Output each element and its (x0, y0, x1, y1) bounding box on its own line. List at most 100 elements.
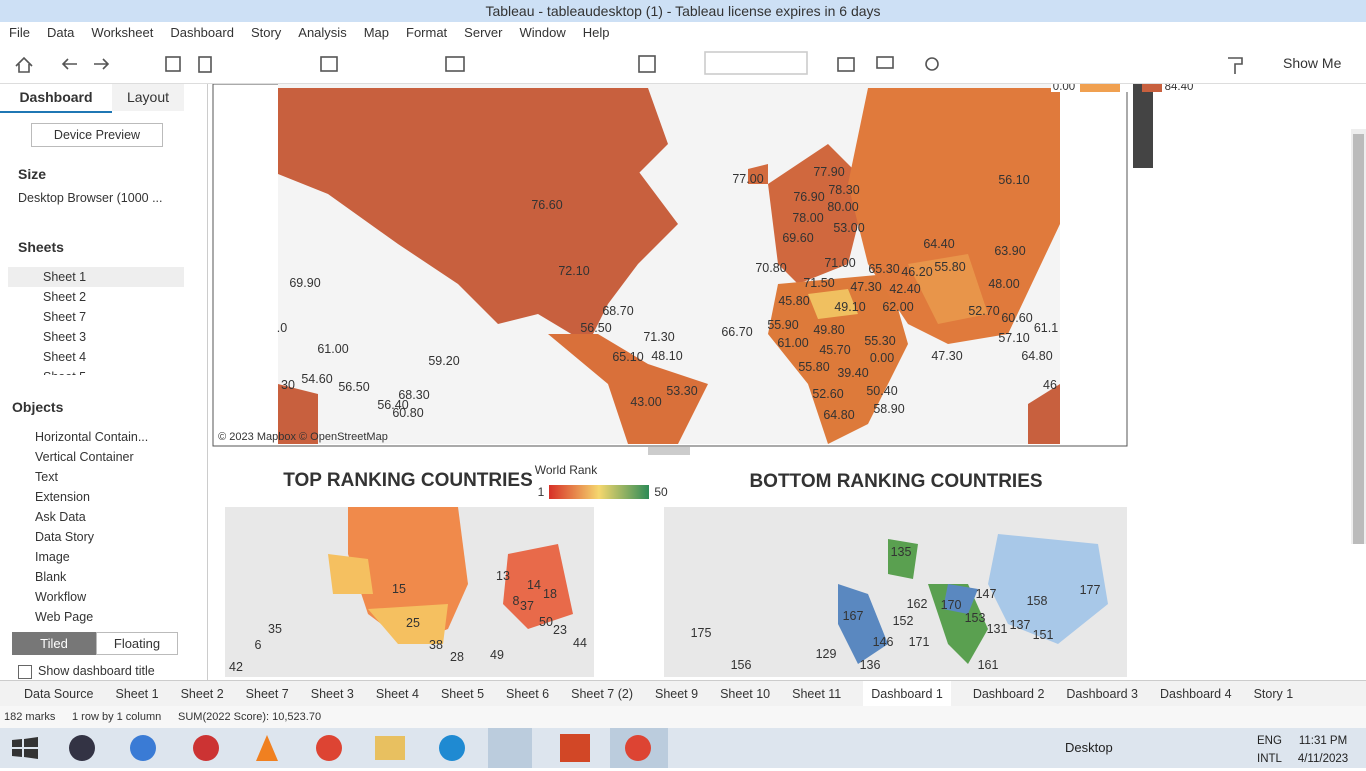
sheet-tab[interactable]: Data Source (24, 687, 94, 701)
map-label: 47.30 (850, 280, 881, 294)
map-label: 13 (496, 569, 510, 583)
map-label: 53.30 (666, 384, 697, 398)
toolbar: Show Me (0, 44, 1366, 84)
sheet-tab[interactable]: Sheet 9 (654, 687, 699, 701)
object-item[interactable]: Blank (35, 570, 67, 584)
toolbar-icons: Show Me (15, 51, 1342, 75)
menu-item[interactable]: Map (363, 25, 389, 40)
menu-item[interactable]: Format (406, 25, 448, 40)
object-item[interactable]: Ask Data (35, 510, 86, 524)
menu-item[interactable]: Dashboard (170, 25, 234, 40)
map-label: 35 (268, 622, 282, 636)
status-bar: 182 marks 1 row by 1 column SUM(2022 Sco… (0, 706, 1366, 728)
sheet-tab[interactable]: Dashboard 3 (1066, 687, 1138, 701)
map-label: 152 (893, 614, 914, 628)
sheet-tab[interactable]: Sheet 6 (506, 687, 550, 701)
map-label: 6 (255, 638, 262, 652)
sheet-item[interactable]: Sheet 2 (43, 290, 87, 304)
map-label: 43.00 (630, 395, 661, 409)
sheet-tab[interactable]: Sheet 2 (180, 687, 224, 701)
sheet-item[interactable]: Sheet 1 (8, 267, 184, 287)
map-label: 137 (1010, 618, 1031, 632)
map-label: 65.10 (612, 350, 643, 364)
map-label: 42 (229, 660, 243, 674)
object-item[interactable]: Image (35, 550, 70, 564)
map-label: 45.80 (778, 294, 809, 308)
checkbox[interactable] (18, 665, 32, 679)
map-label: 15 (392, 582, 406, 596)
clock-time[interactable]: 11:31 PM (1299, 735, 1347, 747)
map-label: 56.50 (580, 321, 611, 335)
layout-tab[interactable]: Layout (112, 84, 184, 111)
sidebar: Dashboard Layout Device Preview Size Des… (0, 84, 208, 680)
map-label: 60.60 (1001, 311, 1032, 325)
show-me[interactable]: Show Me (1283, 55, 1342, 71)
sheet-tab[interactable]: Sheet 5 (440, 687, 485, 701)
map-label: 68.70 (602, 304, 633, 318)
map-label: 55.80 (934, 260, 965, 274)
sheet-tab[interactable]: Sheet 11 (792, 687, 842, 701)
floating-button[interactable]: Floating (96, 632, 178, 655)
map-label: 78.00 (792, 211, 823, 225)
map-label: .0 (277, 321, 287, 335)
sheet-tab[interactable]: Dashboard 1 (863, 681, 951, 706)
object-item[interactable]: Data Story (35, 530, 95, 544)
map-label: 69.90 (289, 276, 320, 290)
size-dropdown[interactable]: Desktop Browser (1000 ... (18, 191, 163, 205)
menu-item[interactable]: Story (250, 25, 282, 40)
language[interactable]: ENG (1257, 735, 1282, 747)
sheet-item[interactable]: Sheet 7 (43, 310, 87, 324)
map-label: 171 (909, 635, 930, 649)
map-label: 42.40 (889, 282, 920, 296)
map-label: 56.50 (338, 380, 369, 394)
sheet-item[interactable]: Sheet 4 (43, 350, 87, 364)
sheet-tab[interactable]: Sheet 3 (310, 687, 354, 701)
object-item[interactable]: Extension (35, 490, 90, 504)
object-item[interactable]: Web Page (35, 610, 94, 624)
object-item[interactable]: Horizontal Contain... (35, 430, 149, 444)
menu-item[interactable]: Window (519, 25, 566, 40)
device-preview-button[interactable]: Device Preview (31, 123, 163, 147)
dashboard-tab[interactable]: Dashboard (0, 84, 112, 113)
menu-item[interactable]: Analysis (298, 25, 347, 40)
map-label: 77.90 (813, 165, 844, 179)
map-label: 65.30 (868, 262, 899, 276)
clock-date[interactable]: 4/11/2023 (1298, 753, 1348, 765)
sheet-tab[interactable]: Sheet 7 (245, 687, 289, 701)
sheet-tab[interactable]: Dashboard 2 (972, 687, 1045, 701)
map-label: 49.80 (813, 323, 844, 337)
sheet-tab[interactable]: Sheet 7 (2) (571, 687, 633, 701)
map-label: 60.80 (392, 406, 423, 420)
map-label: 175 (691, 626, 712, 640)
desktop-label[interactable]: Desktop (1065, 740, 1113, 755)
map-label: 76.60 (531, 198, 562, 212)
menu-item[interactable]: Help (582, 25, 610, 40)
menu-item[interactable]: File (9, 25, 30, 40)
map-label: 80.00 (827, 200, 858, 214)
object-item[interactable]: Text (35, 470, 58, 484)
sheet-tab[interactable]: Sheet 10 (720, 687, 771, 701)
sheet-tab[interactable]: Dashboard 4 (1159, 687, 1232, 701)
sheet-tab[interactable]: Sheet 4 (375, 687, 419, 701)
keyboard-layout[interactable]: INTL (1257, 753, 1283, 765)
objects-label: Objects (12, 399, 64, 415)
object-item[interactable]: Workflow (35, 590, 87, 604)
tiled-button[interactable]: Tiled (12, 632, 96, 655)
object-item[interactable]: Vertical Container (35, 450, 134, 464)
map-attribution: © 2023 Mapbox © OpenStreetMap (218, 431, 388, 443)
sheet-item[interactable]: Sheet 5 (8, 367, 184, 375)
sheet-tab[interactable]: Story 1 (1253, 687, 1294, 701)
map-label: 47.30 (931, 349, 962, 363)
menu-item[interactable]: Worksheet (91, 25, 154, 40)
taskbar: Desktop ENG INTL 11:31 PM 4/11/2023 (0, 728, 1366, 768)
sheet-item[interactable]: Sheet 3 (43, 330, 87, 344)
menu-item[interactable]: Server (464, 25, 503, 40)
map-label: 56.40 (377, 398, 408, 412)
taskbar-icons: Desktop ENG INTL 11:31 PM 4/11/2023 (12, 728, 1348, 768)
menu-item[interactable]: Data (46, 25, 75, 40)
sheet-tab[interactable]: Sheet 1 (115, 687, 159, 701)
legend-max: 50 (654, 485, 668, 499)
map-label: 76.90 (793, 190, 824, 204)
map-label: 72.10 (558, 264, 589, 278)
